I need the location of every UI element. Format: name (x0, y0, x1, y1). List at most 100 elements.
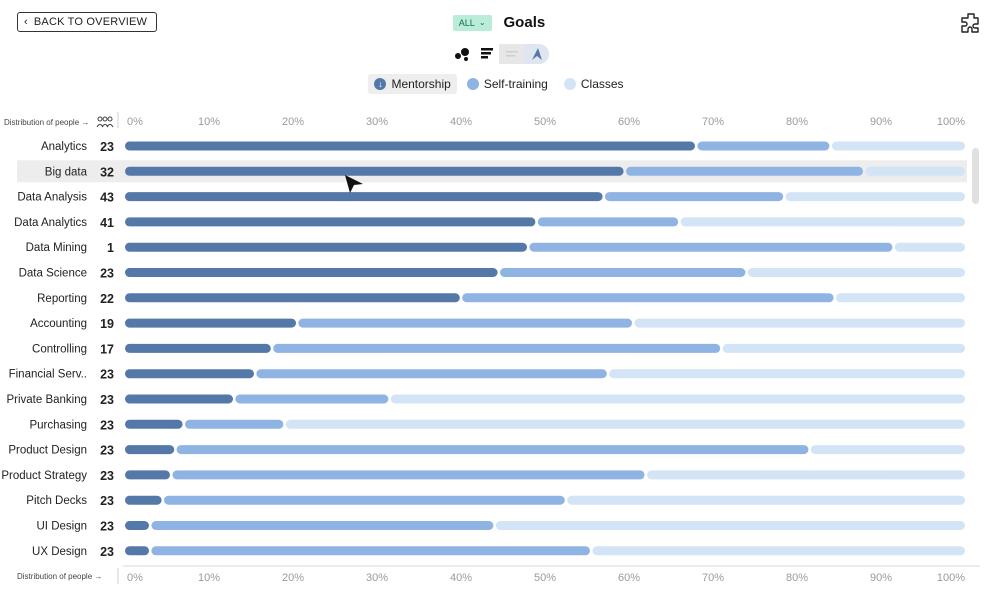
list-view-button[interactable] (499, 44, 524, 64)
bar-segment-self-training[interactable] (151, 546, 590, 556)
bar-segment-classes[interactable] (634, 318, 965, 328)
bar-segment-classes[interactable] (647, 470, 965, 480)
bar-segment-classes[interactable] (894, 242, 965, 252)
bubble-view-button[interactable] (449, 44, 474, 64)
bar-segment-self-training[interactable] (462, 293, 834, 303)
bar-segment-self-training[interactable] (256, 369, 607, 379)
bar-segment-mentorship[interactable] (125, 318, 296, 328)
bar-segment-self-training[interactable] (529, 242, 893, 252)
count-label: 43 (100, 191, 114, 205)
bar-segment-mentorship[interactable] (125, 546, 149, 556)
category-label: UX Design (32, 546, 87, 558)
bar-segment-self-training[interactable] (626, 166, 863, 176)
bar-segment-self-training[interactable] (185, 419, 284, 429)
bar-segment-self-training[interactable] (176, 445, 809, 455)
bar-segment-mentorship[interactable] (125, 343, 271, 353)
bar-segment-mentorship[interactable] (125, 141, 695, 151)
bar-segment-self-training[interactable] (298, 318, 632, 328)
bar-segment-mentorship[interactable] (125, 445, 175, 455)
category-label: Analytics (41, 141, 87, 153)
bar-segment-classes[interactable] (567, 495, 965, 505)
category-label: Data Science (19, 268, 87, 280)
tick-label-bottom: 0% (127, 572, 143, 584)
category-label: Pitch Decks (26, 495, 87, 507)
tick-label-top: 20% (282, 116, 304, 128)
count-label: 19 (100, 317, 114, 331)
category-label: Data Mining (26, 242, 87, 254)
bar-segment-self-training[interactable] (500, 268, 746, 277)
bar-segment-mentorship[interactable] (125, 369, 254, 379)
bar-segment-classes[interactable] (865, 166, 965, 176)
bar-segment-classes[interactable] (810, 445, 965, 455)
chevron-left-icon: ‹ (24, 15, 28, 28)
count-label: 32 (100, 165, 114, 179)
bar-view-button[interactable] (474, 44, 499, 64)
tick-label-bottom: 70% (702, 572, 724, 584)
bar-segment-self-training[interactable] (172, 470, 645, 480)
legend-label-classes: Classes (580, 77, 624, 91)
bar-segment-classes[interactable] (285, 419, 965, 429)
category-label: Reporting (37, 293, 87, 305)
bar-segment-mentorship[interactable] (125, 217, 536, 227)
bar-segment-classes[interactable] (495, 521, 965, 530)
back-to-overview-button[interactable]: ‹ BACK TO OVERVIEW (17, 12, 158, 32)
count-label: 23 (100, 545, 114, 559)
chart-legend: ↓ Mentorship Self-training Classes (0, 74, 998, 94)
legend-item-self-training[interactable]: Self-training (461, 74, 554, 94)
bar-segment-classes[interactable] (390, 394, 965, 404)
count-label: 23 (100, 520, 114, 534)
bar-segment-self-training[interactable] (164, 495, 565, 505)
category-label: Product Strategy (1, 470, 87, 482)
bar-segment-self-training[interactable] (697, 141, 830, 151)
back-to-overview-label: BACK TO OVERVIEW (33, 16, 148, 28)
bar-segment-mentorship[interactable] (125, 495, 162, 505)
category-label: Controlling (32, 343, 87, 355)
bar-segment-self-training[interactable] (273, 343, 721, 353)
count-label: 1 (107, 241, 114, 255)
bar-segment-mentorship[interactable] (125, 470, 170, 480)
bar-segment-mentorship[interactable] (125, 419, 183, 429)
puzzle-icon[interactable] (960, 12, 982, 34)
tick-label-bottom: 20% (282, 572, 304, 584)
bar-segment-classes[interactable] (836, 293, 965, 303)
bar-segment-classes[interactable] (592, 546, 965, 556)
axis-title-top-label: Distribution of people → (4, 117, 90, 127)
filter-dropdown[interactable]: ALL ⌄ (452, 14, 492, 31)
bar-segment-mentorship[interactable] (125, 521, 149, 530)
bar-segment-classes[interactable] (785, 192, 965, 202)
tick-label-top: 30% (366, 116, 388, 128)
axis-title-top: Distribution of people → (4, 116, 114, 128)
tick-label-bottom: 90% (870, 572, 892, 584)
bar-segment-mentorship[interactable] (125, 293, 460, 303)
count-label: 22 (100, 292, 114, 306)
bar-segment-mentorship[interactable] (125, 268, 498, 277)
count-label: 23 (100, 494, 114, 508)
chevron-down-icon: ⌄ (478, 18, 486, 27)
scrollbar-thumb[interactable] (972, 148, 979, 204)
lines-icon (505, 51, 518, 57)
bar-segment-classes[interactable] (680, 217, 965, 227)
bar-segment-classes[interactable] (747, 268, 965, 277)
category-label: Private Banking (6, 394, 87, 406)
bar-segment-classes[interactable] (831, 141, 965, 151)
bar-segment-mentorship[interactable] (125, 242, 527, 252)
count-label: 23 (100, 418, 114, 432)
bar-segment-mentorship[interactable] (125, 192, 603, 202)
count-label: 23 (100, 393, 114, 407)
path-view-button[interactable] (524, 44, 549, 64)
bar-segment-classes[interactable] (609, 369, 965, 379)
legend-item-classes[interactable]: Classes (558, 74, 630, 94)
bar-segment-self-training[interactable] (151, 521, 494, 530)
bar-segment-mentorship[interactable] (125, 394, 233, 404)
tick-label-top: 10% (198, 116, 220, 128)
category-label: UI Design (37, 521, 88, 533)
category-label: Big data (45, 166, 88, 178)
bar-segment-self-training[interactable] (605, 192, 784, 202)
legend-item-mentorship[interactable]: ↓ Mentorship (368, 74, 457, 94)
bar-segment-classes[interactable] (722, 343, 965, 353)
bar-segment-mentorship[interactable] (125, 166, 624, 176)
count-label: 23 (100, 267, 114, 281)
bar-segment-self-training[interactable] (537, 217, 679, 227)
bar-segment-self-training[interactable] (235, 394, 389, 404)
